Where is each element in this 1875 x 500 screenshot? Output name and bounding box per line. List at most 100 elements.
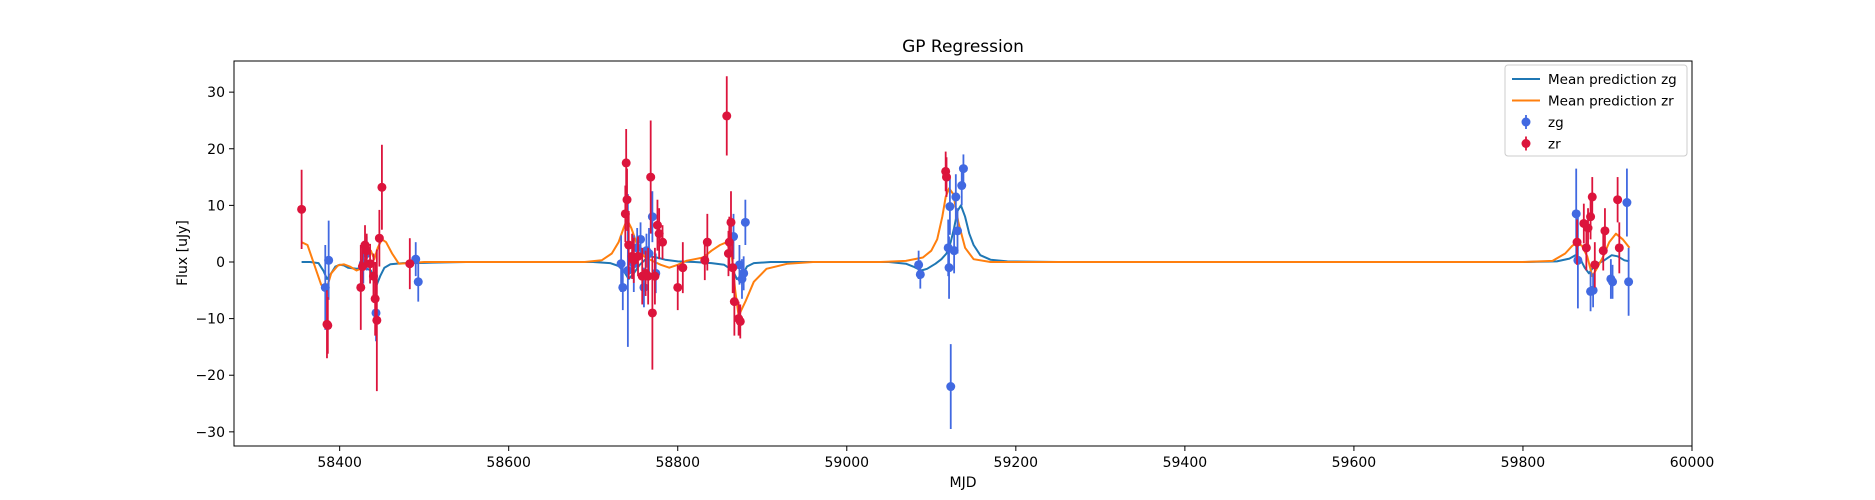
marker-zr (362, 246, 372, 256)
data-point-zg (953, 208, 963, 254)
data-point-zg (740, 199, 750, 246)
x-tick-label: 58400 (317, 455, 362, 471)
marker-zr (702, 237, 712, 247)
chart-title: GP Regression (902, 37, 1024, 57)
data-point-zr (1600, 208, 1610, 254)
marker-zg (618, 282, 628, 292)
marker-zg (953, 226, 963, 236)
data-point-zr (646, 120, 656, 234)
legend-swatch-marker (1521, 117, 1531, 127)
marker-zr (728, 263, 738, 273)
legend-entry-mean-prediction-zg: Mean prediction zg (1512, 72, 1677, 88)
marker-zr (377, 182, 387, 192)
x-axis-ticks: 58400 58600 58800 59000 59200 59400 59600 59800… (317, 446, 1714, 471)
data-point-zr (297, 169, 307, 249)
legend-label: zr (1548, 137, 1561, 153)
marker-zg (1624, 277, 1634, 287)
plot-area (297, 76, 1634, 430)
legend-label: Mean prediction zr (1548, 94, 1674, 110)
marker-zr (372, 315, 382, 325)
marker-zr (726, 217, 736, 227)
data-point-zr (1587, 177, 1597, 217)
y-tick-label: 30 (207, 85, 225, 101)
x-tick-label: 60000 (1670, 455, 1715, 471)
data-point-zr (323, 297, 333, 354)
x-tick-label: 58800 (655, 455, 700, 471)
data-point-zg (618, 264, 628, 311)
data-point-zg (1624, 247, 1634, 316)
y-axis-ticks: −30 −20 −10 0 10 20 30 (195, 85, 234, 441)
data-point-zr (643, 247, 653, 305)
data-point-zr (654, 208, 664, 260)
marker-zg (914, 260, 924, 270)
marker-zg (739, 268, 749, 278)
marker-zr (646, 172, 656, 182)
y-axis-label: Flux [uJy] (175, 220, 191, 286)
data-point-zr (673, 264, 683, 311)
legend-swatch-marker (1521, 139, 1531, 148)
marker-zr (647, 308, 657, 318)
data-point-zr (1614, 222, 1624, 274)
marker-zr (735, 316, 745, 326)
marker-zr (633, 251, 643, 261)
marker-zg (945, 202, 955, 212)
marker-zg (639, 282, 649, 292)
marker-zr (729, 297, 739, 307)
legend-box (1504, 64, 1688, 157)
marker-zg (958, 164, 968, 174)
data-points (297, 76, 1634, 430)
marker-zr (356, 282, 366, 292)
marker-zg (957, 181, 967, 191)
marker-zr (1600, 226, 1610, 236)
y-tick-label: 0 (216, 255, 225, 271)
marker-zr (1614, 243, 1624, 253)
data-point-zg (413, 261, 423, 302)
data-point-zg (739, 256, 749, 291)
data-point-zr (1598, 230, 1608, 271)
data-point-zg (1622, 168, 1632, 237)
data-point-zg (945, 178, 955, 235)
legend-label: Mean prediction zg (1548, 72, 1677, 88)
data-point-zr (1572, 219, 1582, 265)
marker-zr (650, 271, 660, 281)
mean-prediction-lines (301, 187, 1631, 317)
marker-zr (658, 237, 668, 247)
marker-zg (949, 246, 959, 256)
data-point-zr (735, 304, 745, 339)
marker-zg (324, 255, 334, 265)
marker-zr (323, 320, 333, 330)
data-point-zr (405, 238, 415, 290)
data-point-zr (374, 209, 384, 267)
marker-zr (405, 259, 415, 269)
data-point-zr (678, 242, 688, 294)
legend-entry-zg: zg (1521, 115, 1564, 131)
data-point-zr (1613, 177, 1623, 223)
marker-zr (1581, 243, 1591, 253)
marker-zr (652, 220, 662, 230)
data-point-zr (726, 191, 736, 254)
x-axis-label: MJD (950, 475, 977, 491)
marker-zg (647, 212, 657, 222)
mean-prediction-line-zg (301, 204, 1630, 286)
x-tick-label: 59200 (994, 455, 1039, 471)
data-point-zr (624, 211, 634, 279)
marker-zr (722, 111, 732, 121)
data-point-zr (372, 249, 382, 392)
marker-zr (654, 229, 664, 239)
marker-zg (413, 277, 423, 287)
data-point-zg (946, 344, 956, 430)
marker-zg (946, 382, 956, 392)
x-tick-label: 59600 (1332, 455, 1377, 471)
marker-zg (1588, 285, 1598, 295)
marker-zr (942, 172, 952, 182)
y-tick-label: −10 (195, 312, 225, 328)
y-tick-label: 10 (207, 198, 225, 214)
marker-zg (951, 192, 961, 202)
x-tick-label: 59800 (1501, 455, 1546, 471)
marker-zg (915, 269, 925, 279)
data-point-zr (722, 76, 732, 156)
marker-zr (1598, 246, 1608, 256)
marker-zr (1613, 195, 1623, 205)
marker-zr (365, 259, 375, 269)
